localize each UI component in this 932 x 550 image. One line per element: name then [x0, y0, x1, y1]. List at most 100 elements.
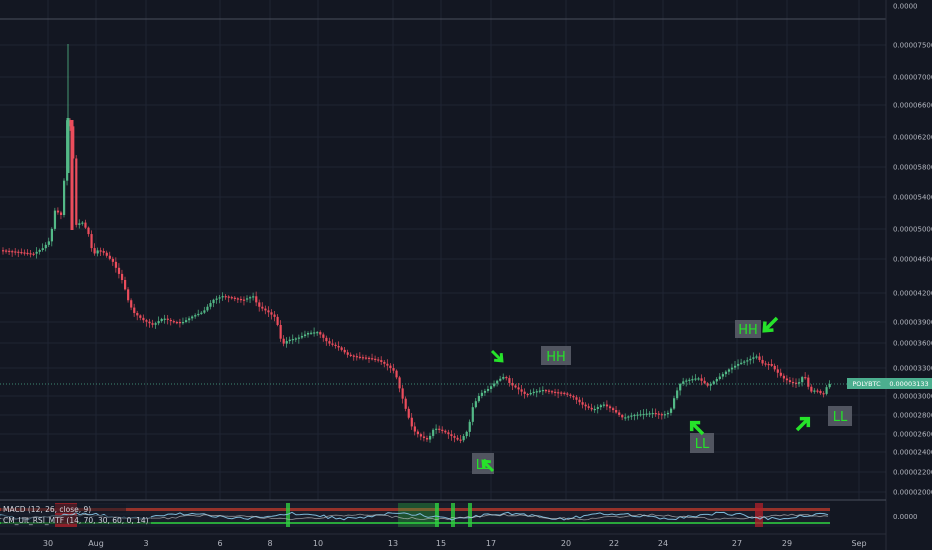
candle — [642, 409, 645, 420]
symbol-tag — [847, 378, 886, 389]
candle — [340, 346, 343, 352]
candle — [563, 391, 566, 396]
last-price-label: 0.00003133 — [889, 380, 928, 388]
candle — [151, 319, 154, 328]
candle — [621, 413, 624, 421]
candle — [538, 387, 541, 394]
candle — [279, 320, 282, 342]
candle — [188, 316, 191, 324]
candle — [32, 251, 35, 257]
time-axis: 30 Aug 3 6 8 10 13 15 17 20 22 24 27 29 Sep — [43, 539, 867, 548]
candle — [791, 377, 795, 388]
candle — [75, 155, 78, 228]
candle — [523, 388, 526, 399]
indicator-pane: MACD (12, 26, close, 9) CM_Ult_RSI_MTF (… — [0, 503, 918, 527]
candle — [593, 405, 596, 413]
candle — [517, 383, 520, 395]
candle — [633, 413, 636, 421]
candle — [807, 374, 810, 390]
candle — [630, 412, 633, 420]
arrow-icon — [795, 416, 811, 432]
candle — [325, 335, 328, 346]
candle — [41, 243, 44, 252]
time-tick: 3 — [143, 539, 148, 548]
price-tick: 0.00003000 — [893, 393, 932, 401]
price-tick: 0.00003900 — [893, 319, 932, 327]
rsi-upper-band — [0, 508, 830, 511]
candle — [90, 230, 93, 252]
candle — [691, 375, 694, 383]
price-axis: 0.0000 0.00007500 0.00007000 0.00006600 0.00… — [893, 3, 932, 497]
annotation-box — [541, 346, 571, 365]
candle — [160, 317, 163, 323]
candle — [35, 247, 38, 259]
candle — [352, 354, 355, 361]
candle — [444, 429, 447, 434]
macd-legend: MACD (12, 26, close, 9) — [3, 505, 91, 514]
time-tick: 20 — [561, 539, 571, 548]
candle — [29, 250, 32, 258]
candle — [541, 386, 545, 396]
candle — [258, 299, 261, 312]
price-tick: 0.00006200 — [893, 134, 932, 142]
price-tick: 0.00003600 — [893, 340, 932, 348]
candle — [93, 243, 96, 256]
candle — [804, 372, 807, 380]
candle — [331, 339, 334, 347]
candle — [181, 317, 185, 325]
candle — [578, 396, 581, 406]
candle — [511, 378, 514, 390]
candle — [639, 410, 642, 417]
candle — [730, 363, 734, 374]
annotation-ll: LL — [695, 437, 710, 452]
candle — [105, 250, 108, 258]
candle — [291, 334, 294, 345]
candle — [368, 356, 371, 363]
candle — [447, 429, 450, 439]
candle — [584, 402, 587, 411]
candle — [752, 352, 755, 364]
candle — [120, 269, 124, 284]
rsi-legend: CM_Ult_RSI_MTF (14, 70, 30, 60, 0, 14) — [3, 516, 149, 525]
candle — [785, 375, 789, 385]
candle — [453, 433, 456, 443]
annotation-hh: HH — [546, 350, 566, 365]
candle — [740, 358, 743, 366]
time-tick: 13 — [388, 539, 398, 548]
candle — [117, 263, 121, 279]
candle — [154, 321, 157, 329]
candle — [148, 318, 151, 328]
candle — [679, 382, 682, 396]
candle — [694, 374, 697, 382]
candle — [416, 429, 419, 438]
candle — [755, 354, 758, 360]
candle — [230, 295, 233, 300]
rsi-oversold-zone — [435, 503, 439, 527]
candle — [14, 248, 17, 256]
candle — [200, 311, 203, 315]
time-tick: 10 — [313, 539, 323, 548]
candle — [328, 337, 331, 347]
candle — [764, 360, 767, 367]
candle — [26, 249, 29, 256]
candle — [111, 256, 114, 266]
candle — [770, 359, 773, 367]
candle — [483, 388, 487, 396]
candle — [383, 360, 386, 368]
candle — [746, 357, 749, 366]
candle — [813, 388, 816, 394]
candle — [102, 248, 105, 256]
rsi-oversold-zone — [286, 503, 290, 527]
grid — [0, 0, 886, 500]
candle — [310, 330, 313, 335]
candle — [358, 352, 362, 360]
candle — [654, 408, 657, 417]
arrow-icon — [762, 316, 779, 333]
candle — [239, 296, 243, 303]
candle — [734, 360, 737, 370]
candle — [249, 295, 252, 303]
candle — [221, 292, 224, 301]
candle — [590, 403, 593, 412]
candle — [663, 410, 667, 419]
